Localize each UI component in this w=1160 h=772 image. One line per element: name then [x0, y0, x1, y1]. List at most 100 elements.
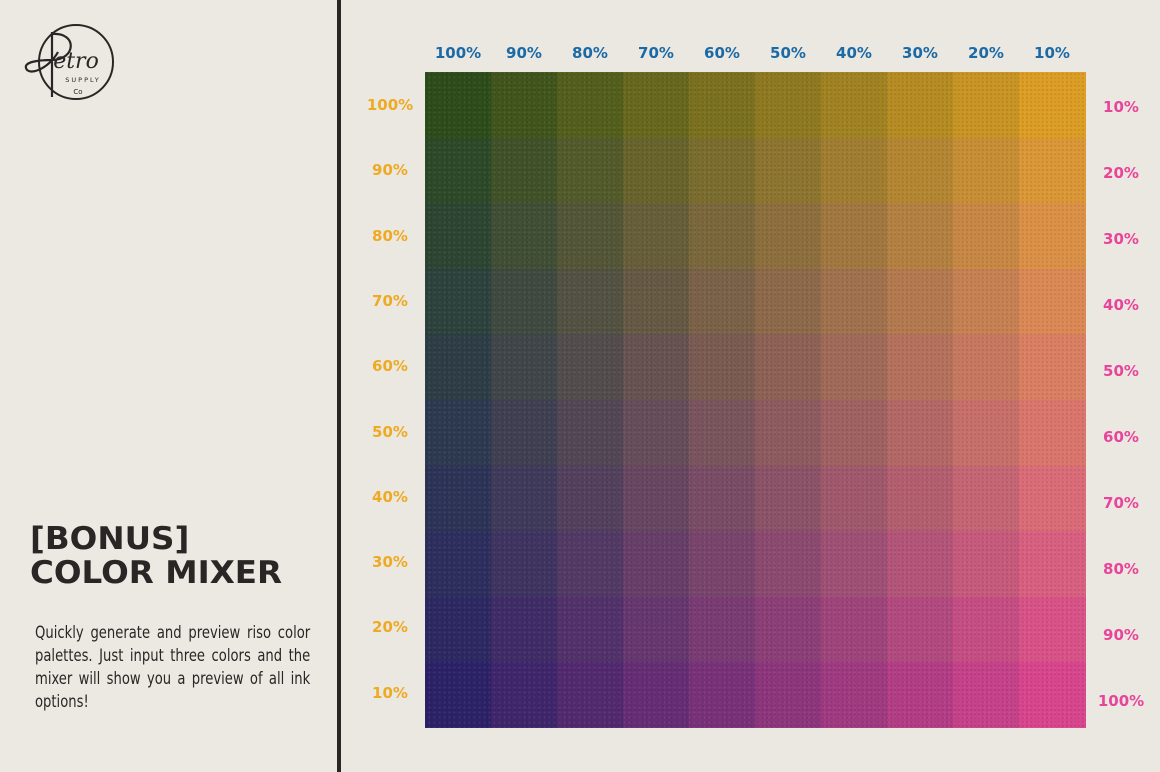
mix-cell: [887, 137, 954, 204]
row-label-pink: 40%: [1103, 296, 1139, 314]
row-label-pink: 60%: [1103, 428, 1139, 446]
mix-cell: [887, 268, 954, 335]
mix-cell: [1019, 72, 1086, 139]
mix-cell: [425, 72, 492, 139]
mix-cell: [821, 596, 888, 663]
mix-cell: [425, 203, 492, 270]
mix-cell: [755, 465, 822, 532]
row-label-pink: 30%: [1103, 230, 1139, 248]
mix-cell: [491, 465, 558, 532]
mix-cell: [689, 465, 756, 532]
row-label-yellow: 90%: [372, 161, 408, 180]
mix-cell: [755, 268, 822, 335]
mix-cell: [953, 268, 1020, 335]
mix-cell: [821, 334, 888, 401]
mix-cell: [1019, 137, 1086, 204]
mix-cell: [821, 72, 888, 139]
column-label-blue: 100%: [434, 44, 482, 62]
svg-text:SUPPLY: SUPPLY: [65, 76, 100, 84]
mix-cell: [557, 465, 624, 532]
mix-cell: [953, 203, 1020, 270]
mix-cell: [557, 203, 624, 270]
row-label-pink: 10%: [1103, 98, 1139, 116]
mix-cell: [821, 662, 888, 729]
mix-cell: [755, 334, 822, 401]
mix-cell: [953, 400, 1020, 467]
mix-cell: [491, 137, 558, 204]
description: Quickly generate and preview riso color …: [35, 623, 311, 712]
mix-cell: [755, 137, 822, 204]
mix-cell: [425, 662, 492, 729]
column-label-blue: 90%: [506, 44, 542, 62]
mix-cell: [689, 662, 756, 729]
mix-cell: [623, 137, 690, 204]
mix-cell: [821, 268, 888, 335]
svg-text:Co: Co: [73, 88, 82, 96]
mix-cell: [689, 203, 756, 270]
mix-cell: [953, 465, 1020, 532]
mix-cell: [1019, 400, 1086, 467]
row-label-yellow: 80%: [372, 226, 408, 245]
mix-cell: [491, 662, 558, 729]
mix-cell: [689, 72, 756, 139]
row-label-pink: 100%: [1097, 692, 1145, 710]
column-label-blue: 10%: [1034, 44, 1070, 62]
mix-cell: [491, 72, 558, 139]
mix-cell: [1019, 596, 1086, 663]
mix-cell: [557, 334, 624, 401]
mix-cell: [491, 531, 558, 598]
column-label-blue: 60%: [704, 44, 740, 62]
mix-cell: [425, 400, 492, 467]
mix-cell: [557, 662, 624, 729]
row-label-yellow: 30%: [372, 553, 408, 572]
mix-cell: [953, 531, 1020, 598]
mix-cell: [623, 268, 690, 335]
mix-cell: [623, 596, 690, 663]
mix-cell: [491, 334, 558, 401]
mix-cell: [557, 531, 624, 598]
mix-cell: [887, 400, 954, 467]
mix-cell: [953, 137, 1020, 204]
mix-cell: [887, 465, 954, 532]
row-label-yellow: 100%: [366, 96, 414, 114]
mix-cell: [689, 268, 756, 335]
mix-cell: [623, 72, 690, 139]
row-label-pink: 80%: [1103, 560, 1139, 578]
mix-cell: [887, 596, 954, 663]
row-label-yellow: 10%: [372, 683, 408, 702]
mix-cell: [425, 334, 492, 401]
column-label-blue: 50%: [770, 44, 806, 62]
mix-cell: [755, 596, 822, 663]
mix-cell: [557, 72, 624, 139]
mix-cell: [689, 334, 756, 401]
mix-cell: [953, 72, 1020, 139]
mix-cell: [689, 531, 756, 598]
row-label-yellow: 60%: [372, 357, 408, 376]
mix-cell: [755, 203, 822, 270]
mix-cell: [491, 596, 558, 663]
row-label-pink: 50%: [1103, 362, 1139, 380]
mix-cell: [953, 662, 1020, 729]
mix-cell: [821, 203, 888, 270]
mix-cell: [887, 203, 954, 270]
mix-cell: [491, 268, 558, 335]
row-label-yellow: 50%: [372, 422, 408, 441]
mix-cell: [953, 334, 1020, 401]
mix-cell: [689, 137, 756, 204]
mix-cell: [1019, 531, 1086, 598]
mix-cell: [821, 531, 888, 598]
mix-cell: [623, 334, 690, 401]
mix-cell: [887, 531, 954, 598]
title-bonus: [BONUS]: [30, 521, 190, 557]
mix-cell: [623, 203, 690, 270]
row-label-pink: 90%: [1103, 626, 1139, 644]
mix-cell: [425, 531, 492, 598]
mix-cell: [623, 662, 690, 729]
row-label-yellow: 70%: [372, 291, 408, 310]
mix-cell: [953, 596, 1020, 663]
mix-cell: [425, 268, 492, 335]
mix-cell: [689, 400, 756, 467]
row-label-yellow: 40%: [372, 487, 408, 506]
column-label-blue: 40%: [836, 44, 872, 62]
row-label-pink: 20%: [1103, 164, 1139, 182]
